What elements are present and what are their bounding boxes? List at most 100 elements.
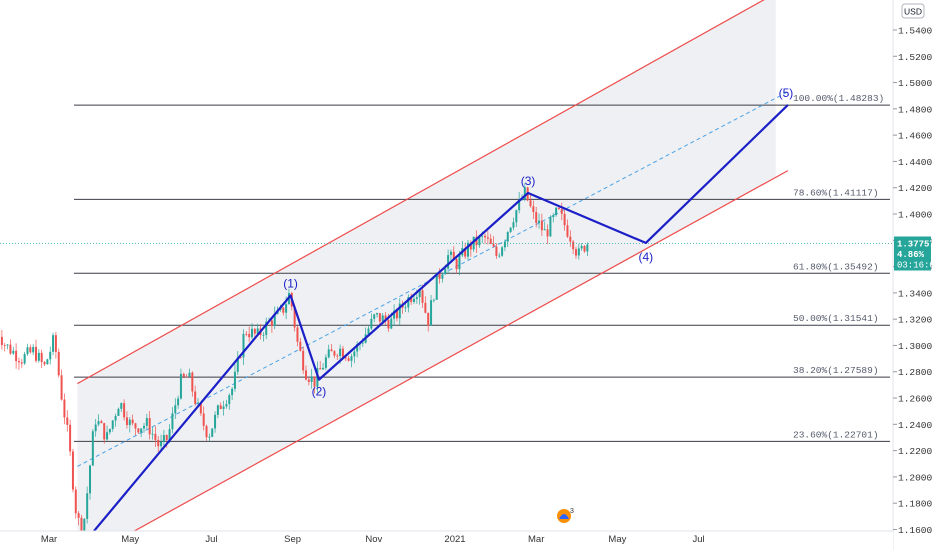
fib-level-label: 23.60%(1.22701): [793, 429, 879, 440]
candle-body: [299, 342, 301, 351]
time-tick-label: Mar: [41, 534, 57, 545]
candle-body: [95, 425, 97, 432]
candle-body: [61, 375, 63, 399]
candle-body: [390, 319, 392, 329]
candle-body: [530, 200, 532, 206]
time-tick-label: May: [608, 534, 626, 545]
candle-body: [444, 269, 446, 275]
candle-body: [353, 351, 355, 356]
candle-body: [339, 349, 341, 357]
time-tick-label: Nov: [365, 534, 382, 545]
candle-body: [228, 395, 230, 404]
time-tick-label: Jul: [205, 534, 217, 545]
candle-body: [214, 415, 216, 429]
candle-body: [308, 380, 310, 382]
candle-body: [32, 347, 34, 352]
candle-body: [379, 313, 381, 321]
time-tick-label: Jul: [693, 534, 705, 545]
candle-body: [78, 513, 80, 518]
wave-label: (5): [779, 86, 794, 100]
candle-body: [52, 335, 54, 352]
candle-body: [578, 248, 580, 255]
candle-body: [225, 404, 227, 406]
candle-body: [581, 246, 583, 248]
price-tick-label: 1.34000: [898, 288, 932, 299]
price-tick-label: 1.48000: [898, 104, 932, 115]
candle-body: [251, 329, 253, 337]
candle-body: [7, 345, 9, 346]
currency-button[interactable]: USD: [902, 4, 924, 18]
candle-body: [430, 300, 432, 325]
candle-body: [100, 421, 102, 423]
candle-body: [564, 214, 566, 225]
candle-body: [319, 368, 321, 369]
fib-level-label: 61.80%(1.35492): [793, 261, 879, 272]
candle-body: [183, 374, 185, 377]
candle-body: [103, 423, 105, 439]
candle-body: [35, 347, 37, 361]
candle-body: [197, 403, 199, 404]
candle-body: [504, 242, 506, 248]
candle-body: [282, 307, 284, 312]
candle-body: [12, 351, 14, 354]
candle-body: [89, 466, 91, 494]
currency-button-label[interactable]: USD: [904, 7, 922, 17]
candle-body: [458, 255, 460, 269]
candle-body: [245, 334, 247, 335]
candle-body: [106, 432, 108, 439]
price-tick-label: 1.32000: [898, 315, 932, 326]
candle-body: [328, 349, 330, 357]
candle-body: [311, 376, 313, 382]
candle-body: [115, 416, 117, 421]
candle-body: [9, 345, 11, 354]
candle-body: [322, 368, 324, 369]
candle-body: [424, 303, 426, 313]
candle-body: [140, 428, 142, 432]
candle-body: [143, 426, 145, 429]
candle-body: [137, 429, 139, 433]
candle-body: [586, 245, 588, 252]
wave-label: (4): [638, 250, 653, 264]
candle-body: [342, 349, 344, 358]
candle-body: [373, 314, 375, 318]
event-marker-icon[interactable]: 3: [557, 508, 574, 523]
candle-body: [495, 247, 497, 256]
candle-body: [134, 423, 136, 428]
candle-body: [490, 239, 492, 244]
candle-body: [413, 299, 415, 302]
fib-level-label: 100.00%(1.48283): [793, 93, 884, 104]
candle-body: [63, 400, 65, 418]
candle-body: [223, 406, 225, 408]
candle-body: [484, 236, 486, 237]
candle-body: [436, 273, 438, 300]
candle-body: [194, 391, 196, 403]
fib-level-label: 78.60%(1.41117): [793, 187, 879, 198]
candle-body: [180, 374, 182, 399]
candle-body: [166, 435, 168, 440]
fib-level-label: 38.20%(1.27589): [793, 365, 879, 376]
candle-body: [512, 222, 514, 227]
candle-body: [549, 217, 551, 236]
candle-body: [285, 304, 287, 313]
candle-body: [404, 307, 406, 308]
candle-body: [1, 337, 3, 345]
candle-body: [208, 437, 210, 438]
candle-body: [422, 290, 424, 303]
candle-body: [18, 361, 20, 362]
candle-body: [203, 413, 205, 425]
candle-body: [171, 413, 173, 429]
price-tick-label: 1.28000: [898, 367, 932, 378]
candle-body: [69, 425, 71, 452]
candle-body: [547, 229, 549, 236]
price-tick-label: 1.50000: [898, 78, 932, 89]
candle-body: [575, 249, 577, 255]
candle-body: [112, 420, 114, 428]
candle-body: [541, 221, 543, 231]
candle-body: [538, 221, 540, 223]
candle-body: [211, 428, 213, 436]
price-tick-label: 1.44000: [898, 157, 932, 168]
price-tick-label: 1.42000: [898, 183, 932, 194]
candle-body: [362, 343, 364, 344]
